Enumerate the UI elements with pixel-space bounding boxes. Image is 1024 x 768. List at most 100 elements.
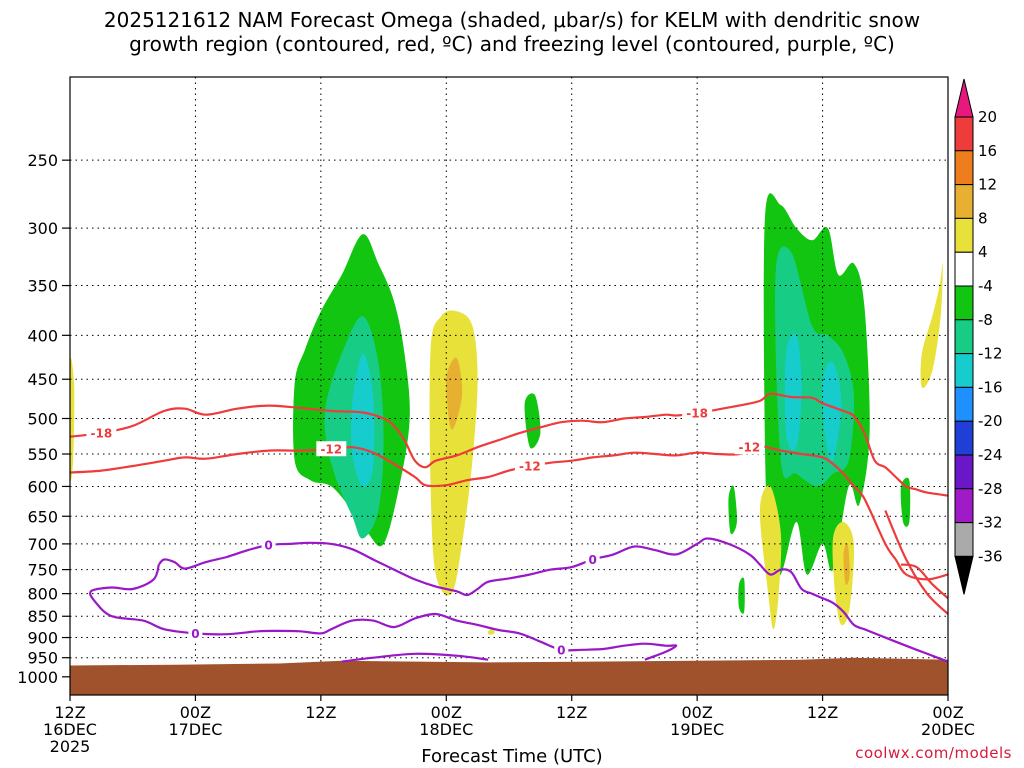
dgz-contour-label-0-0: -18 (91, 427, 113, 441)
colorbar-label-5: -4 (978, 277, 993, 295)
omega-region-16 (900, 477, 911, 527)
dgz-contour-label-1-0-bg (316, 441, 347, 457)
colorbar-label-11: -28 (978, 480, 1003, 498)
dgz-contour-0 (70, 392, 948, 497)
colorbar-label-8: -16 (978, 378, 1003, 396)
omega-region-11 (759, 485, 782, 630)
colorbar-label-13: -36 (978, 547, 1003, 565)
x-axis-label: Forecast Time (UTC) (421, 746, 603, 767)
y-tick-label-9: 700 (27, 535, 58, 554)
omega-region-5 (70, 357, 75, 481)
x-tick-label-2-1: 12Z (305, 703, 336, 722)
dgz-contour-label-1-1-bg (514, 458, 545, 474)
freezing-contour-label-1-1: 0 (557, 643, 565, 657)
dgz-contour-label-0-1: -18 (686, 407, 708, 421)
omega-region-10 (822, 361, 842, 462)
colorbar: 20 16 12 8 4 -4 -8 -12 -16 -20 -24 -28 -32 -36 (954, 78, 1003, 595)
contour-labels: -18 -18 -12 -12 -12 0 0 0 0 (86, 405, 765, 657)
y-axis: 250 300 350 400 450 500 550 600 650 700 750 800 850 9… (17, 151, 70, 687)
x-tick-label-5-2: 19DEC (670, 720, 724, 739)
omega-region-18 (487, 629, 495, 635)
credit-text: coolwx.com/models (855, 744, 1012, 762)
terrain (70, 657, 948, 695)
x-tick-label-1-1: 00Z (180, 703, 211, 722)
omega-region-14 (920, 262, 943, 389)
freezing-contour-1 (89, 564, 678, 661)
y-tick-label-6: 550 (27, 445, 58, 464)
dgz-contour-1 (70, 444, 948, 581)
colorbar-swatch-10 (954, 420, 974, 456)
colorbar-swatch-4 (954, 217, 974, 253)
x-tick-label-5-1: 00Z (681, 703, 712, 722)
y-tick-label-8: 650 (27, 507, 58, 526)
colorbar-swatch-8 (954, 353, 974, 388)
omega-region-12 (832, 521, 855, 626)
freezing-contour-2 (341, 652, 489, 663)
freezing-contour-label-0-1-bg (585, 551, 600, 567)
dgz-contour-label-0-0-bg (86, 425, 117, 441)
omega-region-9 (784, 333, 802, 451)
x-tick-label-0-3: 2025 (50, 737, 91, 756)
dgz-contour-label-0-1-bg (682, 405, 713, 421)
y-tick-label-0: 250 (27, 151, 58, 170)
omega-region-3 (429, 310, 478, 596)
omega-region-15 (728, 485, 737, 535)
colorbar-label-6: -8 (978, 311, 993, 329)
dgz-contour-label-1-2: -12 (739, 441, 761, 455)
colorbar-label-9: -20 (978, 412, 1003, 430)
colorbar-label-12: -32 (978, 514, 1003, 532)
colorbar-label-3: 8 (978, 209, 988, 227)
colorbar-swatch-3 (954, 184, 974, 219)
x-tick-label-3-1: 00Z (431, 703, 462, 722)
colorbar-swatch-12 (954, 488, 974, 524)
freezing-contour-label-0-0: 0 (264, 538, 272, 552)
colorbar-swatch-13 (954, 522, 974, 557)
x-tick-label-1-2: 17DEC (168, 720, 222, 739)
omega-region-6 (524, 393, 541, 449)
y-tick-label-4: 450 (27, 370, 58, 389)
ground-surface (70, 657, 948, 695)
x-tick-label-0-2: 16DEC (43, 720, 97, 739)
y-tick-label-13: 900 (27, 629, 58, 648)
dgz-contour-label-1-2-bg (734, 439, 765, 455)
colorbar-label-0: 20 (978, 108, 997, 126)
omega-region-17 (738, 577, 745, 614)
colorbar-swatch-1 (954, 116, 974, 152)
colorbar-swatch-14 (954, 555, 974, 595)
dgz-contour-label-1-0: -12 (320, 443, 342, 457)
omega-region-4 (446, 357, 463, 430)
omega-shading (70, 193, 943, 635)
dgz-contour-3 (900, 563, 948, 600)
freezing-contour-label-0-1: 0 (588, 553, 596, 567)
y-tick-label-15: 1000 (17, 668, 58, 687)
colorbar-label-2: 12 (978, 176, 997, 194)
x-tick-label-7-1: 00Z (932, 703, 963, 722)
colorbar-label-10: -24 (978, 446, 1003, 464)
y-tick-label-12: 850 (27, 607, 58, 626)
x-tick-label-4-1: 12Z (556, 703, 587, 722)
plot-frame (69, 76, 949, 696)
freezing-contour-label-1-0: 0 (191, 627, 199, 641)
colorbar-label-4: 4 (978, 243, 988, 261)
colorbar-swatch-11 (954, 454, 974, 490)
colorbar-swatch-2 (954, 150, 974, 186)
y-tick-label-5: 500 (27, 409, 58, 428)
freezing-contour-label-1-0-bg (188, 625, 203, 641)
x-tick-label-7-2: 20DEC (921, 720, 975, 739)
freezing-contour-label-1-1-bg (554, 641, 569, 657)
colorbar-label-1: 16 (978, 142, 997, 160)
chart-title-line-2: growth region (contoured, red, ºC) and f… (129, 32, 895, 56)
x-tick-label-6-1: 12Z (807, 703, 838, 722)
chart-title: 2025121612 NAM Forecast Omega (shaded, μ… (0, 8, 1024, 56)
x-tick-label-3-2: 18DEC (419, 720, 473, 739)
colorbar-swatch-9 (954, 386, 974, 422)
y-tick-label-7: 600 (27, 477, 58, 496)
dgz-contour-label-1-1: -12 (519, 460, 541, 474)
dgz-contour-2 (884, 510, 948, 615)
colorbar-swatch-7 (954, 319, 974, 355)
freezing-contour-label-0-0-bg (261, 536, 276, 552)
y-tick-label-1: 300 (27, 219, 58, 238)
colorbar-label-7: -12 (978, 345, 1003, 363)
